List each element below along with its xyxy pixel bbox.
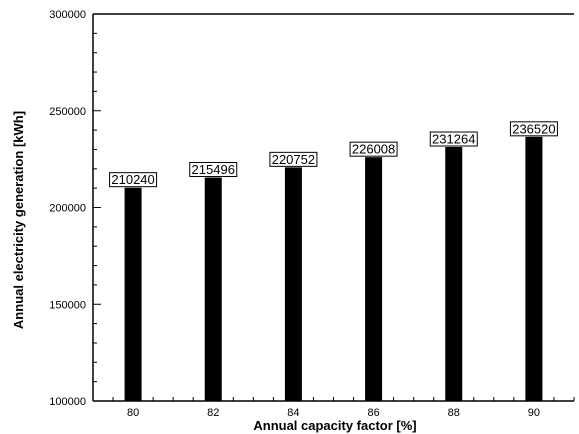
y-tick-label-200000: 200000	[49, 203, 86, 215]
y-tick-label-300000: 300000	[49, 9, 86, 21]
data-label-86: 226008	[352, 142, 395, 157]
data-label-box-90	[509, 121, 558, 137]
data-label-box-84	[269, 151, 318, 167]
data-label-82: 215496	[192, 162, 235, 177]
bar-84	[284, 167, 302, 401]
x-axis-title: Annual capacity factor [%]	[253, 418, 416, 433]
y-tick-label-100000: 100000	[49, 396, 86, 408]
bar-82	[204, 177, 222, 401]
x-tick-label-80: 80	[127, 407, 139, 419]
x-tick-label-88: 88	[448, 407, 460, 419]
bar-80	[124, 187, 142, 401]
data-label-box-82	[189, 162, 238, 178]
data-label-box-80	[109, 172, 158, 188]
data-label-84: 220752	[272, 152, 315, 167]
data-label-box-88	[429, 131, 478, 147]
x-tick-label-82: 82	[207, 407, 219, 419]
y-axis-title: Annual electricity generation [kWh]	[11, 111, 26, 329]
x-tick-label-90: 90	[528, 407, 540, 419]
data-label-88: 231264	[432, 132, 475, 147]
data-label-90: 236520	[512, 121, 555, 136]
y-tick-label-150000: 150000	[49, 299, 86, 311]
bar-90	[525, 136, 543, 401]
bars-group	[124, 136, 543, 401]
bar-86	[365, 157, 383, 401]
data-labels-group: 210240 215496 220752 226008 231264 236520	[109, 121, 558, 188]
axes-group: 100000 150000 200000 250000 300000 80 82 84 86 88…	[49, 9, 575, 419]
data-label-box-86	[349, 141, 398, 157]
bar-88	[445, 147, 463, 401]
x-tick-label-84: 84	[287, 407, 299, 419]
x-tick-label-86: 86	[367, 407, 379, 419]
data-label-80: 210240	[111, 172, 154, 187]
y-tick-label-250000: 250000	[49, 106, 86, 118]
